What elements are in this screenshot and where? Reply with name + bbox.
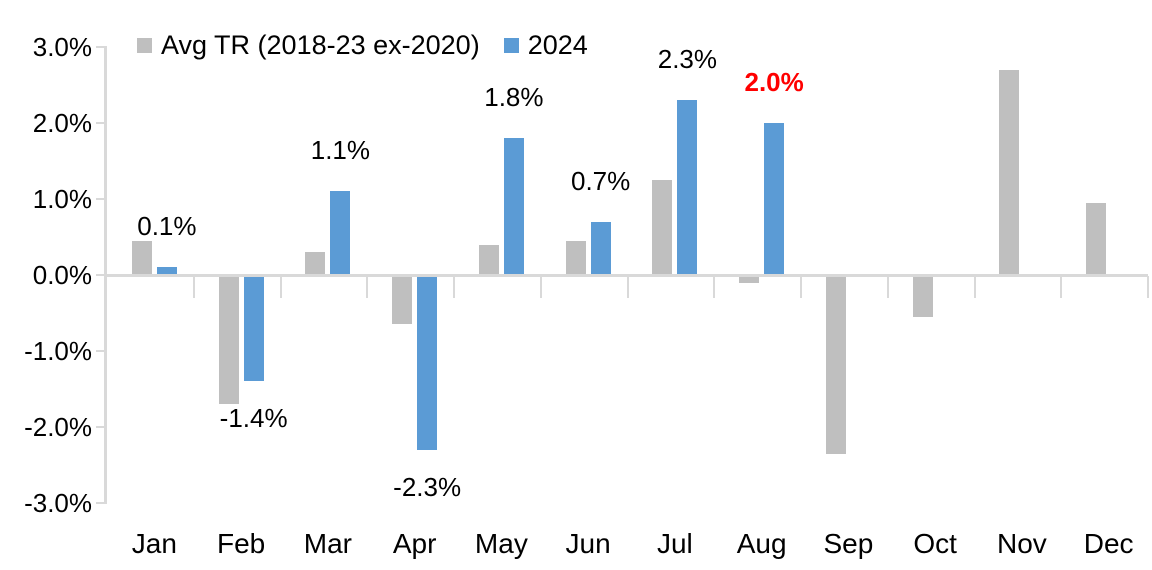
y-axis-label: 1.0% <box>32 184 92 214</box>
bar-2024-may <box>503 138 524 275</box>
bar-avg-jul <box>652 180 673 275</box>
x-axis-label-feb: Feb <box>217 528 266 559</box>
y-tick <box>96 426 104 428</box>
y-tick <box>96 502 104 504</box>
x-axis-label-may: May <box>474 528 528 559</box>
data-label-jun: 0.7% <box>570 165 631 196</box>
x-axis-label-oct: Oct <box>913 528 957 559</box>
bar-avg-aug <box>739 275 760 283</box>
x-tick <box>539 276 542 298</box>
legend-label-2024: 2024 <box>527 30 588 60</box>
y-tick <box>96 198 104 200</box>
y-axis-label: -2.0% <box>24 412 92 442</box>
y-axis-label: -1.0% <box>24 336 92 366</box>
x-axis-label-dec: Dec <box>1083 528 1134 559</box>
data-label-aug: 2.0% <box>744 67 804 97</box>
x-tick <box>366 276 369 298</box>
bar-avg-oct <box>912 275 933 317</box>
bar-avg-jan <box>131 240 152 275</box>
data-label-jan: 0.1% <box>137 211 197 242</box>
x-axis-label-nov: Nov <box>996 528 1047 559</box>
data-label-apr: -2.3% <box>393 471 462 502</box>
bar-2024-mar <box>330 191 351 275</box>
x-tick <box>192 276 195 298</box>
y-tick <box>96 350 104 352</box>
data-label-may: 1.8% <box>484 82 544 113</box>
x-tick <box>1060 276 1063 298</box>
bar-avg-apr <box>392 275 413 325</box>
x-axis-line <box>107 274 1148 277</box>
x-tick <box>279 276 282 298</box>
legend-swatch-2024 <box>503 37 519 53</box>
data-label-mar: 1.1% <box>310 135 370 166</box>
bar-2024-jun <box>590 221 611 275</box>
y-tick <box>96 46 104 48</box>
bar-avg-jun <box>565 240 586 275</box>
x-axis-label-jun: Jun <box>565 528 611 559</box>
y-axis-label: 0.0% <box>32 260 92 290</box>
bar-avg-mar <box>305 252 326 275</box>
x-tick <box>886 276 889 298</box>
x-axis-label-jan: Jan <box>131 528 177 559</box>
data-label-jul: 2.3% <box>657 44 717 75</box>
bar-avg-feb <box>218 275 239 405</box>
x-axis-label-sep: Sep <box>823 528 874 559</box>
x-tick <box>1147 276 1149 298</box>
legend-item-2024: 2024 <box>503 30 588 60</box>
y-tick <box>96 122 104 124</box>
y-axis-line <box>104 46 107 504</box>
legend-swatch-avg-tr <box>137 37 152 53</box>
x-tick <box>973 276 976 298</box>
bar-avg-may <box>478 244 499 275</box>
bar-2024-aug <box>764 123 785 275</box>
bar-avg-nov <box>999 69 1020 275</box>
y-tick <box>96 274 104 276</box>
x-tick <box>800 276 802 298</box>
legend-item-avg-tr: Avg TR (2018-23 ex-2020) <box>137 31 480 59</box>
x-tick <box>626 276 629 298</box>
x-axis-label-mar: Mar <box>303 528 352 559</box>
bar-2024-jul <box>677 100 698 275</box>
x-tick <box>713 276 716 298</box>
x-axis-label-jul: Jul <box>656 528 693 559</box>
y-axis-label: 3.0% <box>32 32 92 62</box>
bar-avg-sep <box>825 275 846 454</box>
x-axis-label-apr: Apr <box>392 528 437 559</box>
data-label-feb: -1.4% <box>219 403 288 434</box>
legend: Avg TR (2018-23 ex-2020) 2024 <box>137 31 588 59</box>
y-axis-label: 2.0% <box>32 108 92 138</box>
x-axis-label-aug: Aug <box>736 528 787 559</box>
bar-2024-jan <box>156 267 177 275</box>
bar-avg-dec <box>1086 202 1107 275</box>
bar-2024-feb <box>243 275 264 382</box>
legend-label-avg-tr: Avg TR (2018-23 ex-2020) <box>161 30 480 60</box>
y-axis-label: -3.0% <box>24 488 92 518</box>
x-tick <box>453 276 455 298</box>
bar-2024-apr <box>417 275 438 450</box>
